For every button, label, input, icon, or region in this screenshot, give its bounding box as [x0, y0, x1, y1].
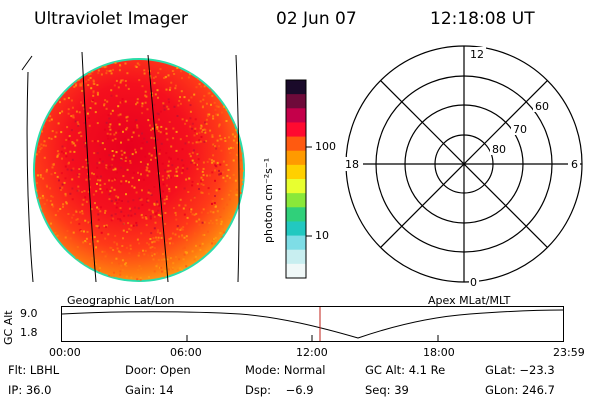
altitude-xtick-3: 18:00 — [423, 346, 455, 359]
altitude-axis-label: GC Alt — [2, 310, 15, 345]
lat-label-70: 70 — [513, 123, 527, 136]
altitude-xtick-1: 06:00 — [170, 346, 202, 359]
mlt-label-left: 18 — [345, 158, 359, 171]
mlt-label-top: 12 — [470, 48, 484, 61]
status-dsp: Dsp: −6.9 — [245, 383, 314, 397]
altitude-xtick-0: 00:00 — [49, 346, 81, 359]
colorbar-swatch — [286, 136, 306, 152]
altitude-plot — [61, 306, 564, 342]
date-label: 02 Jun 07 — [276, 9, 357, 29]
altitude-xtick-2: 12:00 — [296, 346, 328, 359]
uv-disk — [33, 58, 245, 282]
colorbar-swatch — [286, 263, 306, 279]
mlt-label-right: 6 — [571, 158, 578, 171]
status-ip: IP: 36.0 — [8, 383, 52, 397]
time-label: 12:18:08 UT — [430, 9, 535, 29]
altitude-xtick-4: 23:59 — [553, 346, 585, 359]
status-filter: Flt: LBHL — [8, 363, 60, 377]
colorbar-swatch — [286, 207, 306, 222]
colorbar-swatch — [286, 193, 306, 208]
geographic-label: Geographic Lat/Lon — [67, 294, 175, 307]
status-gain: Gain: 14 — [125, 383, 174, 397]
status-seq: Seq: 39 — [365, 383, 409, 397]
colorbar-swatch — [286, 249, 306, 265]
colorbar-swatch — [286, 179, 306, 194]
colorbar-swatch — [286, 221, 306, 237]
mlt-label-bottom: 0 — [470, 276, 477, 289]
colorbar-unit-label: photon cm⁻²s⁻¹ — [262, 157, 275, 243]
colorbar-swatch — [286, 150, 306, 166]
status-glon: GLon: 246.7 — [485, 383, 555, 397]
colorbar-swatch — [286, 164, 306, 180]
colorbar-tick-100: 100 — [315, 140, 336, 153]
status-gc-alt: GC Alt: 4.1 Re — [365, 363, 446, 377]
lat-label-80: 80 — [492, 143, 506, 156]
colorbar-swatch — [286, 235, 306, 251]
colorbar-swatch — [286, 80, 306, 95]
status-glat: GLat: −23.3 — [485, 363, 555, 377]
colorbar-swatch — [286, 108, 306, 123]
app-title: Ultraviolet Imager — [34, 9, 188, 29]
colorbar-tick-10: 10 — [315, 229, 329, 242]
altitude-ytick-low: 1.8 — [20, 326, 38, 339]
lat-label-60: 60 — [535, 100, 549, 113]
longitude-lines — [21, 51, 240, 283]
apex-label: Apex MLat/MLT — [428, 294, 511, 307]
colorbar-swatch — [286, 94, 306, 109]
colorbar — [285, 79, 312, 279]
polar-plot: 12 6 0 18 60 70 80 — [343, 45, 583, 289]
status-door: Door: Open — [125, 363, 191, 377]
colorbar-swatch — [286, 122, 306, 138]
status-mode: Mode: Normal — [245, 363, 326, 377]
altitude-ytick-high: 9.0 — [20, 307, 38, 320]
